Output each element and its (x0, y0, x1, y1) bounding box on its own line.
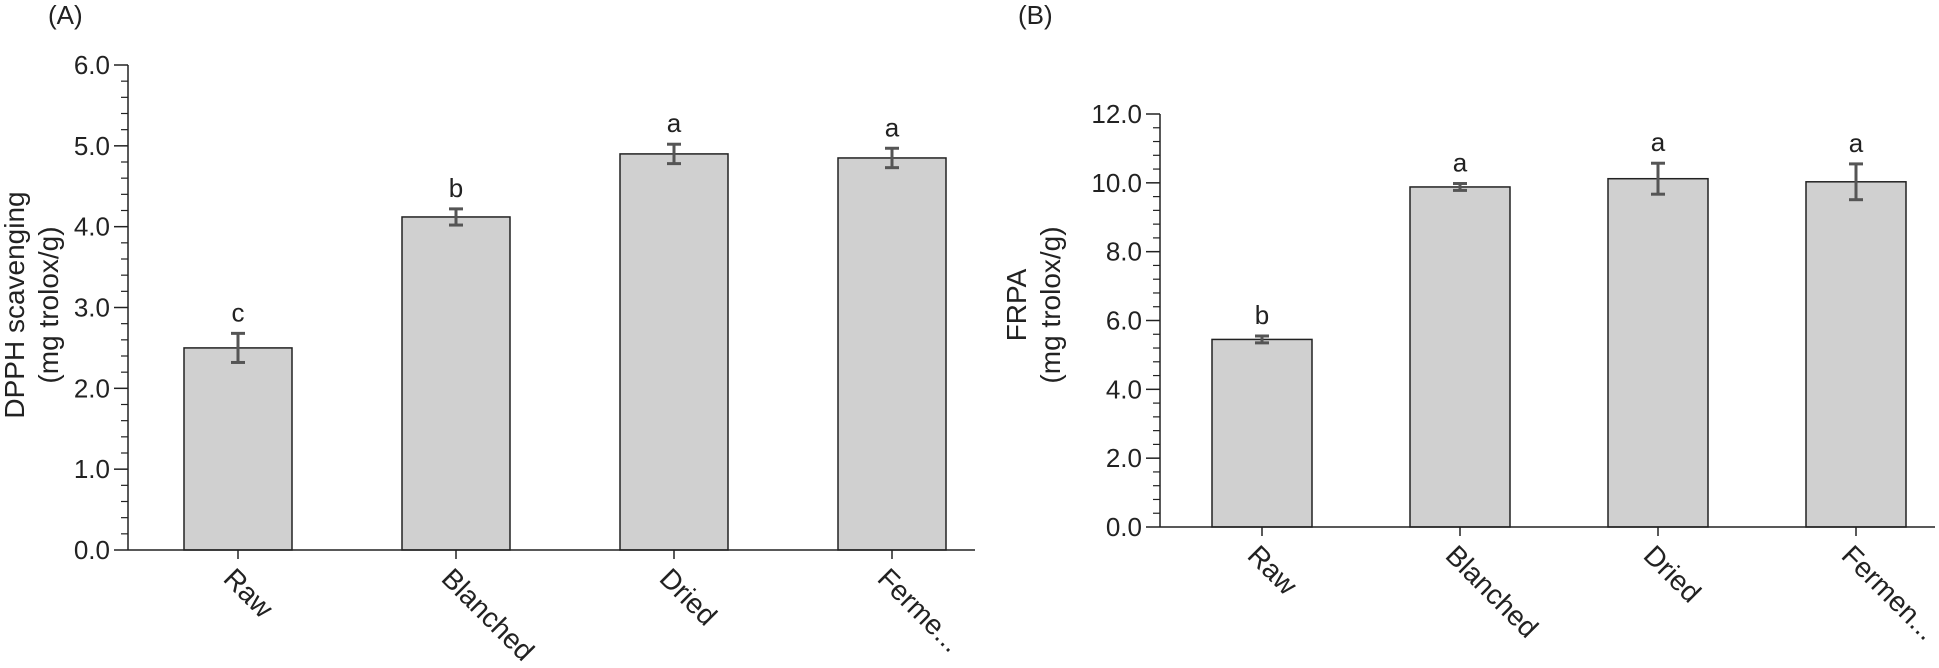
significance-letter: a (667, 108, 682, 138)
y-tick-label: 6.0 (1106, 306, 1142, 336)
plot-area-a: c Raw b Blanched a Dried a Ferme... 0.0 1.0 2.0 3.0… (74, 50, 975, 667)
y-tick-label: 6.0 (74, 50, 110, 80)
chart-panel-a: (A) DPPH scavenging (mg trolox/g) c Raw b B… (0, 0, 975, 667)
bar (837, 157, 947, 551)
bar (183, 347, 293, 551)
bar (619, 153, 729, 551)
y-tick-label: 0.0 (1106, 512, 1142, 542)
significance-letter: b (449, 173, 463, 203)
x-tick-label: Dried (654, 562, 723, 631)
y-tick-label: 12.0 (1091, 99, 1142, 129)
significance-letter: a (1453, 148, 1468, 178)
x-tick-label: Blanched (1440, 539, 1544, 643)
significance-letter: a (885, 112, 900, 142)
significance-letter: a (1849, 128, 1864, 158)
y-tick-label: 4.0 (74, 212, 110, 242)
y-axis-title-a-line2: (mg trolox/g) (33, 226, 64, 383)
chart-panel-b: (B) FRPA (mg trolox/g) b Raw a Blanched a Dri… (1001, 0, 1939, 646)
y-tick-label: 2.0 (1106, 443, 1142, 473)
bar (1805, 181, 1907, 528)
bar (401, 216, 511, 551)
panel-label-a: (A) (48, 0, 83, 30)
y-tick-label: 5.0 (74, 131, 110, 161)
y-tick-label: 2.0 (74, 373, 110, 403)
x-tick-label: Ferme... (872, 562, 968, 658)
significance-letter: a (1651, 127, 1666, 157)
significance-letter: b (1255, 300, 1269, 330)
x-tick-label: Raw (1242, 539, 1304, 601)
x-tick-label: Blanched (436, 562, 540, 666)
y-tick-label: 1.0 (74, 454, 110, 484)
significance-letter: c (232, 297, 245, 327)
y-tick-label: 3.0 (74, 293, 110, 323)
x-tick-label: Fermen... (1836, 539, 1939, 646)
y-tick-label: 4.0 (1106, 374, 1142, 404)
bar (1211, 338, 1313, 528)
x-tick-label: Raw (218, 562, 280, 624)
bar (1607, 177, 1709, 528)
panel-label-b: (B) (1018, 0, 1053, 30)
y-axis-title-b-line1: FRPA (1001, 268, 1032, 341)
y-axis-title-b-line2: (mg trolox/g) (1035, 226, 1066, 383)
x-tick-label: Dried (1638, 539, 1707, 608)
y-axis-title-a-line1: DPPH scavenging (0, 191, 30, 418)
plot-area-b: b Raw a Blanched a Dried a Fermen... 0.0 2.0 4.0 6.… (1091, 99, 1939, 646)
bar (1409, 186, 1511, 528)
y-tick-label: 8.0 (1106, 237, 1142, 267)
y-tick-label: 0.0 (74, 535, 110, 565)
y-tick-label: 10.0 (1091, 168, 1142, 198)
